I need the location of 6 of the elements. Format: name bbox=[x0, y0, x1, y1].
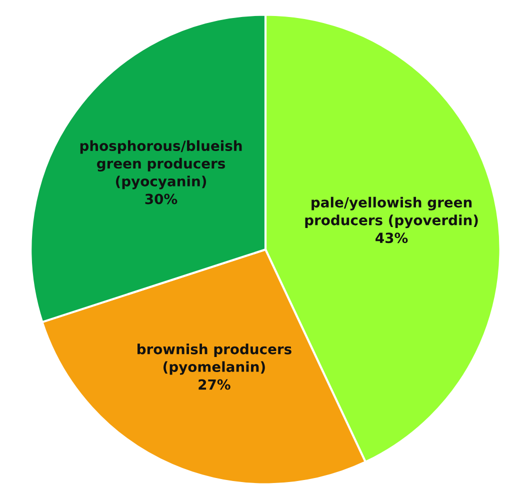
slice-label: brownish producers (pyomelanin) bbox=[138, 344, 292, 375]
slice-label: phosphorous/blueish green producers (pyocyanin) bbox=[80, 140, 242, 190]
slice-label: pale/yellowish green producers (pyoverdin) bbox=[305, 196, 478, 228]
data-label: 27% bbox=[198, 379, 230, 390]
data-label: 30% bbox=[145, 194, 178, 204]
data-label: 43% bbox=[376, 232, 408, 244]
